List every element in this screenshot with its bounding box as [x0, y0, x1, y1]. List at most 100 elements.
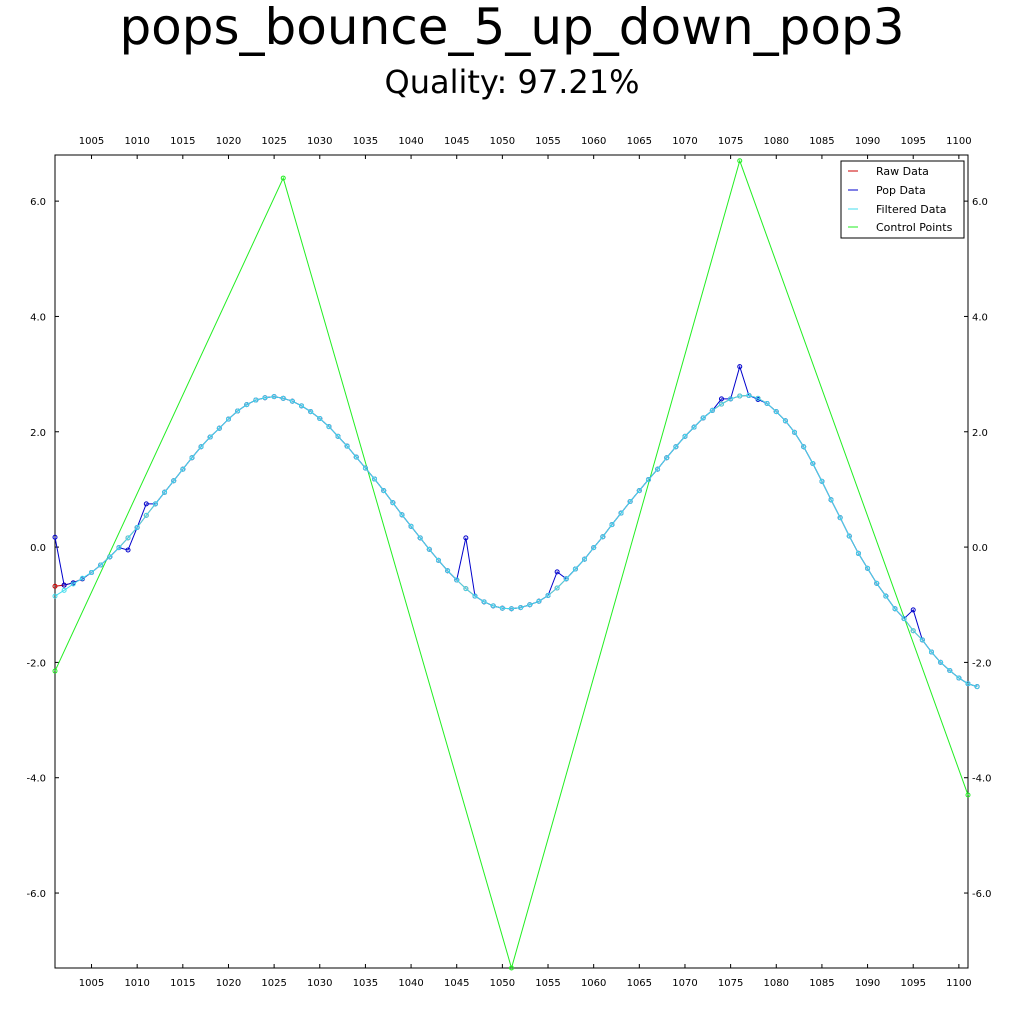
data-point: [463, 586, 469, 592]
x-tick-label-top: 1080: [764, 136, 789, 147]
y-tick-label-left: 6.0: [30, 197, 46, 208]
data-point: [61, 582, 67, 588]
data-point: [125, 535, 131, 541]
series-control-points: [52, 158, 971, 971]
series-line-filtered-data: [54, 394, 978, 688]
x-tick-label-bottom: 1005: [79, 978, 104, 989]
x-tick-label-top: 1100: [946, 136, 971, 147]
x-tick-label-top: 1035: [353, 136, 378, 147]
data-point: [682, 433, 688, 439]
data-point: [792, 429, 798, 435]
series-line-raw-data: [54, 394, 978, 688]
data-point: [655, 466, 661, 472]
axes: 1005 1005 1010 1010 1015 1015 1020 1020 1025 1025…: [26, 136, 991, 989]
x-tick-label-top: 1010: [124, 136, 149, 147]
data-point: [810, 460, 816, 466]
data-point: [344, 443, 350, 449]
data-point: [509, 965, 514, 971]
x-tick-label-bottom: 1050: [490, 978, 515, 989]
data-point: [52, 668, 58, 674]
legend: Raw Data Pop Data Filtered Data Control …: [840, 160, 965, 239]
data-point: [947, 667, 953, 673]
series-line-pop-data: [54, 364, 978, 688]
data-point: [362, 465, 368, 471]
data-point: [709, 407, 715, 413]
data-point: [928, 649, 934, 655]
data-point: [846, 533, 852, 539]
data-point: [527, 602, 533, 608]
data-point: [718, 401, 724, 407]
data-point: [216, 425, 222, 431]
data-point: [718, 396, 724, 402]
data-point: [98, 562, 104, 568]
x-tick-label-top: 1030: [307, 136, 332, 147]
data-point: [317, 416, 323, 422]
x-tick-label-top: 1070: [672, 136, 697, 147]
x-tick-label-top: 1025: [261, 136, 286, 147]
data-point: [189, 455, 195, 461]
data-point: [572, 566, 578, 572]
data-point: [381, 488, 387, 494]
data-point: [563, 576, 569, 582]
data-point: [235, 408, 241, 414]
y-tick-label-left: 4.0: [30, 312, 46, 323]
x-tick-label-bottom: 1015: [170, 978, 195, 989]
x-tick-label-bottom: 1065: [627, 978, 652, 989]
data-point: [107, 554, 113, 560]
data-point: [636, 488, 642, 494]
data-point: [728, 396, 734, 402]
data-point: [782, 418, 788, 424]
data-point: [271, 394, 277, 400]
data-point: [518, 605, 524, 611]
data-point: [956, 675, 962, 681]
data-point: [664, 455, 670, 461]
data-point: [974, 684, 980, 690]
data-point: [280, 175, 286, 181]
y-tick-label-right: 2.0: [972, 428, 988, 439]
y-tick-label-left: -4.0: [26, 774, 46, 785]
data-point: [773, 409, 779, 415]
data-point: [965, 681, 971, 687]
data-point: [207, 434, 213, 440]
plot-area-frame: [54, 154, 969, 969]
data-point: [499, 605, 505, 611]
data-point: [919, 637, 925, 643]
data-point: [591, 545, 597, 551]
data-point: [819, 478, 825, 484]
x-tick-label-bottom: 1030: [307, 978, 332, 989]
data-point: [509, 606, 514, 612]
data-point: [883, 593, 889, 599]
data-point: [289, 398, 295, 404]
series-raw-data: [52, 392, 980, 690]
x-tick-label-bottom: 1095: [900, 978, 925, 989]
data-point: [152, 501, 158, 507]
data-point: [372, 476, 378, 482]
data-point: [700, 415, 706, 421]
y-tick-label-left: 0.0: [30, 543, 46, 554]
data-point: [244, 402, 250, 408]
data-point: [417, 535, 423, 541]
x-tick-label-bottom: 1085: [809, 978, 834, 989]
x-tick-label-top: 1085: [809, 136, 834, 147]
data-point: [262, 395, 268, 401]
data-point: [171, 478, 177, 484]
data-point: [600, 534, 606, 540]
data-point: [180, 466, 186, 472]
x-tick-label-bottom: 1090: [855, 978, 880, 989]
data-point: [335, 433, 341, 439]
data-point: [390, 500, 396, 506]
data-point: [965, 792, 971, 798]
x-tick-label-top: 1050: [490, 136, 515, 147]
data-point: [52, 593, 58, 599]
y-tick-label-right: 4.0: [972, 312, 988, 323]
data-point: [755, 395, 761, 401]
series-line-control-points: [54, 159, 969, 970]
y-tick-label-left: 2.0: [30, 428, 46, 439]
legend-label-control-points: Control Points: [876, 221, 953, 234]
data-point: [837, 515, 843, 521]
data-point: [645, 477, 651, 483]
data-point: [801, 444, 807, 450]
x-tick-label-bottom: 1060: [581, 978, 606, 989]
data-point: [225, 416, 231, 422]
data-point: [435, 557, 441, 563]
